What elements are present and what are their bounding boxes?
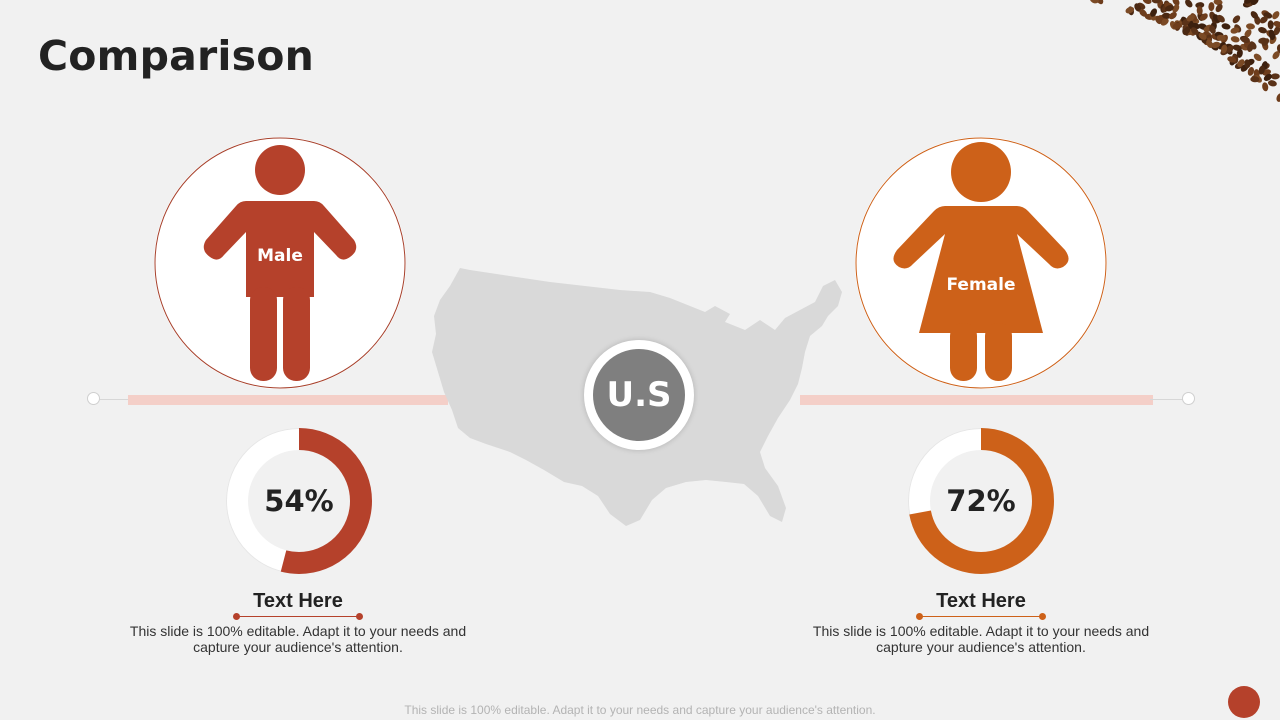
male-heading-underline (233, 612, 363, 622)
male-donut-arc (226, 428, 372, 574)
connector-line-right (1150, 399, 1185, 400)
male-label: Male (257, 246, 303, 266)
female-heading: Text Here (936, 590, 1026, 612)
female-description: This slide is 100% editable. Adapt it to… (812, 623, 1150, 655)
footer-note: This slide is 100% editable. Adapt it to… (404, 703, 876, 717)
connector-end-left (87, 392, 100, 405)
male-circle: Male (154, 137, 406, 389)
female-percentage: 72% (946, 484, 1016, 518)
us-badge: U.S (584, 340, 694, 450)
female-donut-arc (908, 428, 1054, 574)
female-heading-underline (916, 612, 1046, 622)
female-text-block: Text Here This slide is 100% editable. A… (791, 590, 1171, 655)
female-figure-icon (855, 137, 1107, 389)
female-label: Female (946, 275, 1016, 295)
male-percentage: 54% (264, 484, 334, 518)
male-description: This slide is 100% editable. Adapt it to… (129, 623, 467, 655)
female-donut-chart: 72% (908, 428, 1054, 574)
corner-decoration (1228, 686, 1260, 718)
slide-title: Comparison (38, 32, 315, 80)
us-badge-label: U.S (593, 349, 685, 441)
male-donut-chart: 54% (226, 428, 372, 574)
connector-bar-left (128, 395, 448, 405)
coffee-beans-image (1090, 0, 1280, 102)
male-figure-icon (154, 137, 406, 389)
male-heading: Text Here (253, 590, 343, 612)
female-circle: Female (855, 137, 1107, 389)
connector-end-right (1182, 392, 1195, 405)
connector-bar-right (800, 395, 1153, 405)
connector-line-left (100, 399, 130, 400)
male-text-block: Text Here This slide is 100% editable. A… (108, 590, 488, 655)
